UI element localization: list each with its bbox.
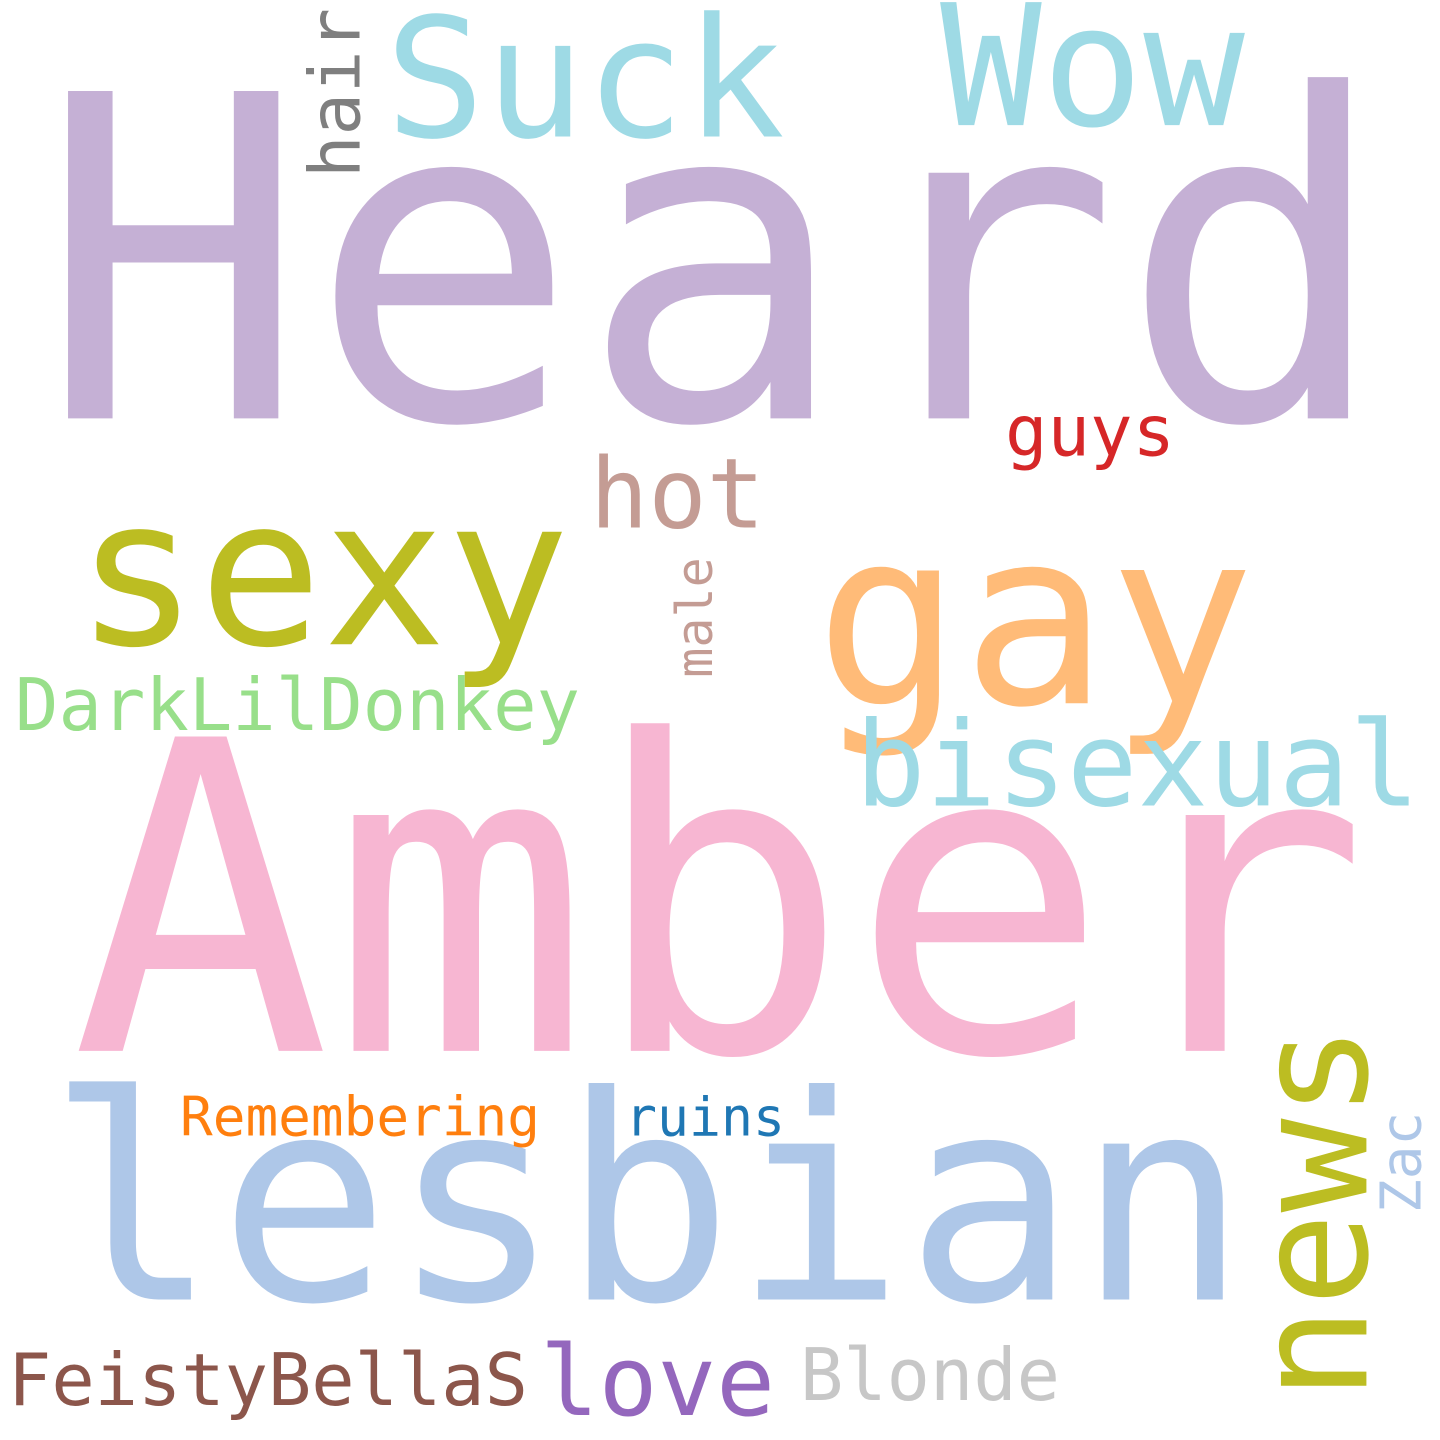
word-zac: Zac (1369, 1111, 1435, 1214)
word-sexy: sexy (75, 454, 570, 694)
word-love: love (540, 1325, 775, 1440)
word-news: news (1221, 1024, 1404, 1401)
word-heard: Heard (38, 1, 1390, 525)
word-wow: Wow (940, 0, 1245, 166)
word-suck: Suck (385, 0, 785, 177)
word-ruins: ruins (625, 1086, 785, 1149)
word-gay: gay (815, 478, 1255, 762)
word-hot: hot (590, 437, 765, 551)
word-remembering: Remembering (180, 1085, 540, 1149)
word-bisexual: bisexual (855, 696, 1420, 834)
word-hair: hair (293, 8, 377, 178)
word-lesbian: lesbian (47, 1035, 1249, 1368)
word-guys: guys (1005, 389, 1175, 473)
word-male: male (666, 557, 724, 678)
word-darklildonkey: DarkLilDonkey (15, 663, 580, 748)
word-amber: Amber (70, 650, 1370, 1153)
word-feistybellas: FeistyBellaS (8, 1338, 528, 1422)
word-blonde: Blonde (800, 1333, 1060, 1417)
